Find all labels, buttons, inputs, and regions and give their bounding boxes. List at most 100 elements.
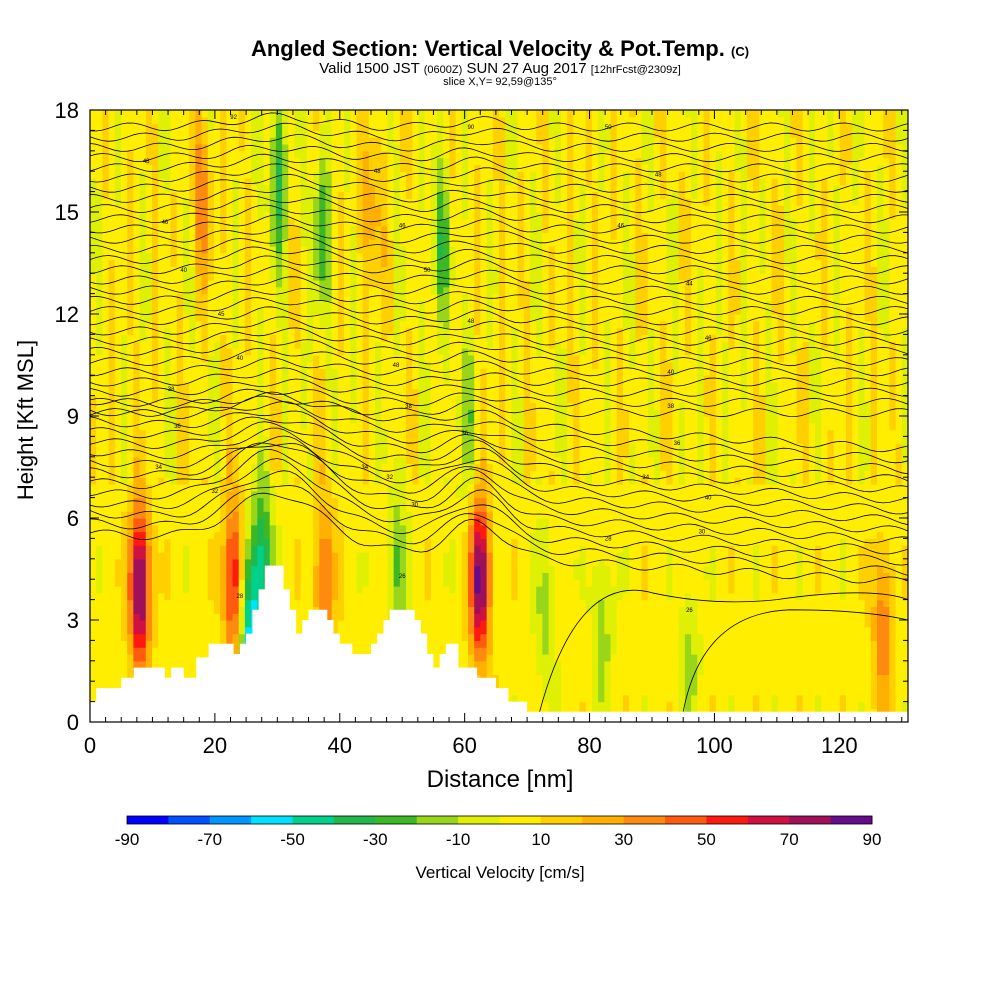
field-cell — [120, 368, 128, 376]
field-cell — [114, 579, 122, 587]
field-cell — [120, 545, 128, 553]
field-cell — [133, 123, 141, 131]
field-cell — [114, 225, 122, 233]
field-cell — [424, 123, 432, 131]
field-cell — [418, 552, 426, 560]
field-cell — [102, 667, 110, 675]
field-cell — [96, 558, 103, 567]
field-cell — [158, 450, 165, 458]
valid-utc: (0600Z) — [423, 64, 463, 76]
field-cell — [306, 470, 314, 478]
field-cell — [182, 531, 190, 539]
field-cell — [213, 477, 221, 485]
field-cell — [201, 368, 209, 376]
field-cell — [325, 429, 333, 437]
field-cell — [375, 246, 382, 254]
field-cell — [288, 511, 296, 519]
field-cell — [108, 599, 116, 607]
field-cell — [362, 552, 370, 560]
field-cell — [375, 320, 382, 329]
field-cell — [412, 320, 420, 329]
field-cell — [325, 137, 333, 145]
field-cell — [139, 354, 147, 363]
field-cell — [114, 552, 122, 560]
field-cell — [213, 456, 221, 465]
field-cell — [406, 524, 413, 533]
field-cell — [362, 354, 370, 363]
field-cell — [195, 293, 203, 301]
field-cell — [412, 477, 420, 485]
field-cell — [170, 239, 178, 247]
field-cell — [139, 150, 147, 159]
field-cell — [344, 341, 351, 349]
field-cell — [120, 361, 128, 369]
field-cell — [207, 150, 215, 159]
field-cell — [114, 388, 122, 397]
field-cell — [381, 164, 389, 172]
field-cell — [337, 620, 345, 628]
field-cell — [275, 477, 283, 485]
field-cell — [189, 341, 196, 349]
field-cell — [269, 558, 277, 567]
field-cell — [424, 613, 432, 621]
field-cell — [331, 150, 339, 159]
field-cell — [325, 382, 333, 390]
field-cell — [102, 545, 110, 553]
field-cell — [269, 286, 277, 295]
field-cell — [238, 354, 246, 363]
field-cell — [331, 205, 339, 213]
field-cell — [182, 518, 190, 526]
field-cell — [344, 463, 351, 471]
field-cell — [275, 116, 283, 125]
field-cell — [201, 620, 209, 628]
field-cell — [158, 422, 165, 431]
field-cell — [207, 518, 215, 526]
field-cell — [300, 422, 308, 431]
field-cell — [263, 171, 271, 179]
field-cell — [269, 123, 277, 131]
field-cell — [151, 450, 159, 458]
field-cell — [232, 259, 240, 267]
field-cell — [313, 266, 320, 274]
field-cell — [263, 470, 271, 478]
field-cell — [220, 402, 227, 410]
field-cell — [220, 504, 227, 512]
field-cell — [393, 429, 401, 437]
field-cell — [232, 116, 240, 125]
field-cell — [176, 497, 184, 505]
field-cell — [362, 565, 370, 573]
field-cell — [120, 456, 128, 465]
field-cell — [350, 409, 358, 417]
field-cell — [387, 572, 395, 580]
field-cell — [406, 130, 413, 138]
field-cell — [337, 368, 345, 376]
field-cell — [269, 456, 277, 465]
field-cell — [108, 681, 116, 689]
field-cell — [399, 314, 407, 322]
field-cell — [362, 178, 370, 186]
field-cell — [158, 436, 165, 444]
field-cell — [288, 300, 296, 308]
field-cell — [300, 232, 308, 240]
field-cell — [108, 273, 116, 281]
field-cell — [344, 280, 351, 288]
field-cell — [337, 518, 345, 526]
field-cell — [362, 164, 370, 172]
field-cell — [189, 178, 196, 186]
field-cell — [90, 640, 97, 648]
field-cell — [220, 538, 227, 546]
field-cell — [381, 320, 389, 329]
field-cell — [418, 225, 426, 233]
field-cell — [90, 654, 97, 662]
field-cell — [319, 198, 327, 206]
field-cell — [251, 198, 258, 206]
field-cell — [226, 511, 234, 519]
field-cell — [313, 382, 320, 390]
field-cell — [164, 545, 172, 553]
field-cell — [189, 470, 196, 478]
field-cell — [362, 348, 370, 356]
field-cell — [145, 599, 153, 607]
field-cell — [424, 572, 432, 580]
field-cell — [393, 110, 401, 118]
field-cell — [362, 273, 370, 281]
